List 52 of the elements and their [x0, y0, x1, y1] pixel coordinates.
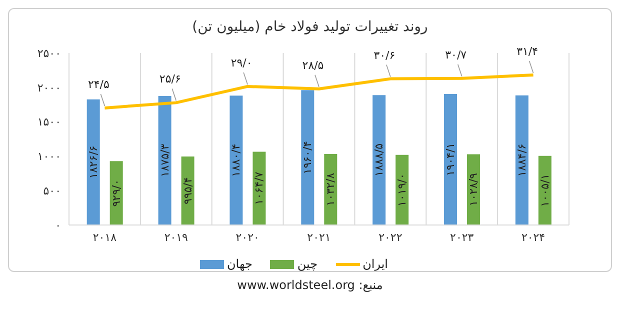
data-label: ۹۲۹/۰ [110, 179, 123, 207]
x-tick-label: ۲۰۲۲ [378, 230, 402, 244]
x-tick-label: ۲۰۱۸ [92, 230, 117, 244]
bar [396, 154, 409, 225]
x-tick-label: ۲۰۲۳ [450, 230, 474, 244]
y-tick-label: ۲۵۰۰ [37, 46, 61, 60]
data-label: ۱۸۷۵/۳ [158, 144, 172, 178]
bar [301, 90, 314, 225]
data-label: ۱۹۶۰/۴ [301, 140, 314, 174]
x-tick-label: ۲۰۲۰ [236, 230, 260, 244]
bar [467, 154, 480, 225]
y-tick-label: ۲۰۰۰ [37, 81, 61, 94]
legend-label: چین [297, 257, 318, 271]
data-label: ۱۰۰۵/۱ [538, 174, 552, 208]
legend-label: ایران [362, 257, 388, 271]
bar [158, 96, 172, 225]
y-tick-label: ۱۵۰۰ [37, 116, 61, 129]
x-tick-label: ۲۰۱۹ [164, 230, 188, 244]
data-label: ۱۸۸۴/۶ [515, 144, 528, 177]
y-tick-label: ۵۰۰ [43, 184, 61, 198]
bar [324, 154, 338, 225]
data-label: ۲۴/۵ [88, 78, 110, 91]
bar [538, 156, 552, 225]
bar [252, 152, 266, 225]
data-label: ۳۰/۷ [445, 48, 467, 62]
data-label: ۱۹۰۴/۱ [444, 142, 457, 176]
bar [444, 94, 457, 225]
data-label: ۹۹۵/۴ [181, 177, 194, 204]
data-label: ۳۰/۶ [374, 48, 396, 62]
bar [86, 99, 100, 225]
data-label: ۱۰۳۲/۸ [324, 172, 338, 206]
data-label: ۱۸۸۸/۵ [372, 143, 386, 177]
bar [372, 95, 386, 225]
data-label: ۲۹/۰ [230, 56, 252, 70]
bar [230, 96, 243, 225]
legend-label: جهان [226, 257, 252, 271]
chart-title: روند تغییرات تولید فولاد خام (میلیون تن) [191, 19, 429, 35]
data-label: ۲۸/۵ [302, 58, 324, 72]
x-tick-label: ۲۰۲۴ [521, 230, 546, 244]
data-label: ۱۸۲۶/۶ [86, 146, 100, 179]
data-label: ۱۰۲۸/۹ [467, 172, 480, 206]
y-tick-label: ۰ [55, 218, 61, 232]
data-label: ۳۱/۴ [516, 44, 538, 58]
data-label: ۱۰۶۴/۷ [252, 172, 266, 205]
y-tick-label: ۱۰۰۰ [37, 150, 61, 164]
data-label: ۱۰۱۹/۰ [396, 173, 409, 207]
data-label: ۱۸۸۰/۴ [230, 144, 243, 177]
bar [515, 95, 528, 225]
data-label: ۲۵/۶ [159, 72, 181, 86]
x-tick-label: ۲۰۲۱ [307, 230, 331, 244]
bar [110, 161, 123, 225]
text: منبع: www.worldsteel.org [236, 278, 384, 292]
